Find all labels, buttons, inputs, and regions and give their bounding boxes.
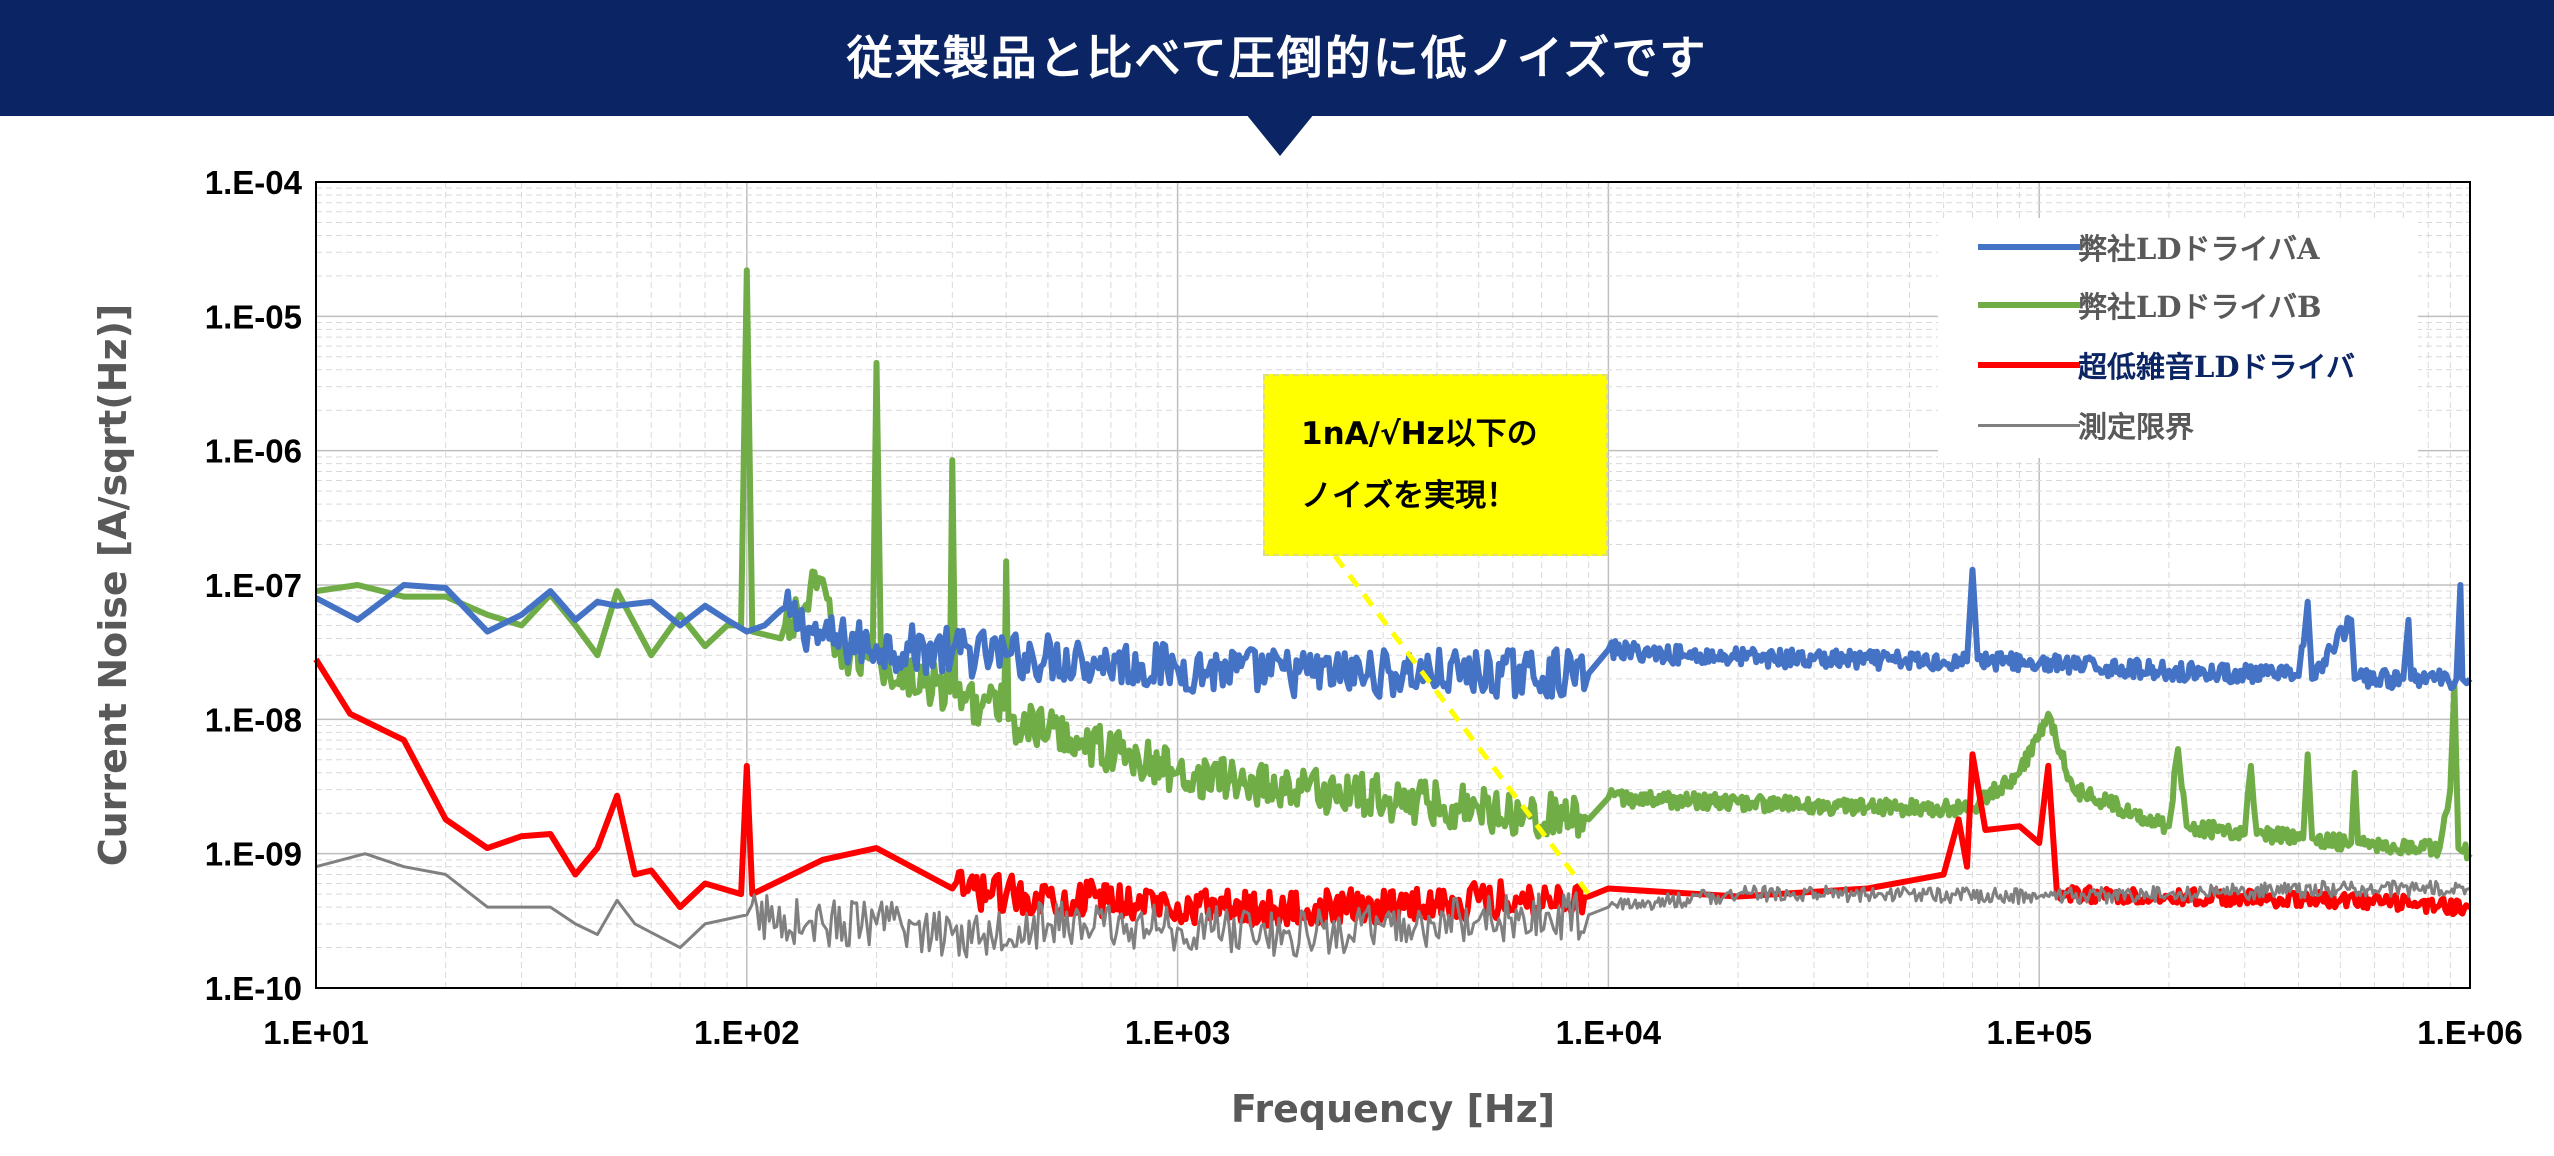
legend-label-b: 弊社LDドライバB (2078, 290, 2322, 324)
y-tick-label: 1.E-10 (205, 970, 302, 1007)
y-tick-label: 1.E-04 (205, 164, 303, 201)
x-tick-label: 1.E+04 (1556, 1014, 1662, 1051)
chart-ticks: 1.E+01 1.E+02 1.E+03 1.E+04 1.E+05 1.E+06 1.E-… (205, 164, 2523, 1051)
x-tick-label: 1.E+02 (694, 1014, 800, 1051)
legend-swatch-b (1978, 302, 2080, 308)
series-line-1 (314, 566, 2473, 700)
legend-item-d: 測定限界 (1938, 396, 2418, 452)
legend-item-a: 弊社LDドライバA (1938, 218, 2418, 274)
y-tick-label: 1.E-05 (205, 298, 302, 335)
y-tick-label: 1.E-07 (205, 567, 302, 604)
callout-line-2: ノイズを実現！ (1301, 478, 1518, 514)
series-line-2 (315, 267, 2473, 862)
x-tick-label: 1.E+05 (1986, 1014, 2092, 1051)
callout-box: 1nA/√Hz以下の ノイズを実現！ (1263, 374, 1608, 556)
legend-swatch-c (1978, 362, 2080, 368)
legend-label-d: 測定限界 (2078, 410, 2195, 444)
header-arrow (1246, 114, 1314, 156)
page-title: 従来製品と比べて圧倒的に低ノイズです (846, 31, 1708, 85)
x-axis-label: Frequency [Hz] (1231, 1087, 1555, 1131)
series-line-3 (313, 657, 2472, 930)
legend-label-a: 弊社LDドライバA (2078, 232, 2320, 266)
legend-item-b: 弊社LDドライバB (1938, 276, 2418, 332)
plot-frame (315, 181, 2471, 989)
chart-legend: 弊社LDドライバA 弊社LDドライバB 超低雑音LDドライバ 測定限界 (1938, 218, 2418, 458)
legend-item-c: 超低雑音LDドライバ (1938, 336, 2418, 392)
y-tick-label: 1.E-09 (205, 836, 302, 873)
y-axis-label: Current Noise [A/sqrt(Hz)] (91, 304, 135, 867)
y-tick-label: 1.E-06 (205, 433, 302, 470)
legend-swatch-d (1978, 424, 2080, 427)
x-tick-label: 1.E+01 (263, 1014, 369, 1051)
legend-label-c: 超低雑音LDドライバ (2078, 350, 2355, 384)
x-tick-label: 1.E+03 (1125, 1014, 1231, 1051)
header-banner (0, 0, 2554, 116)
callout-line-1: 1nA/√Hz以下の (1301, 416, 1538, 452)
series-line-4 (315, 852, 2471, 959)
x-tick-label: 1.E+06 (2417, 1014, 2523, 1051)
legend-swatch-a (1978, 244, 2080, 250)
chart-series (313, 267, 2473, 959)
y-tick-label: 1.E-08 (205, 701, 302, 738)
